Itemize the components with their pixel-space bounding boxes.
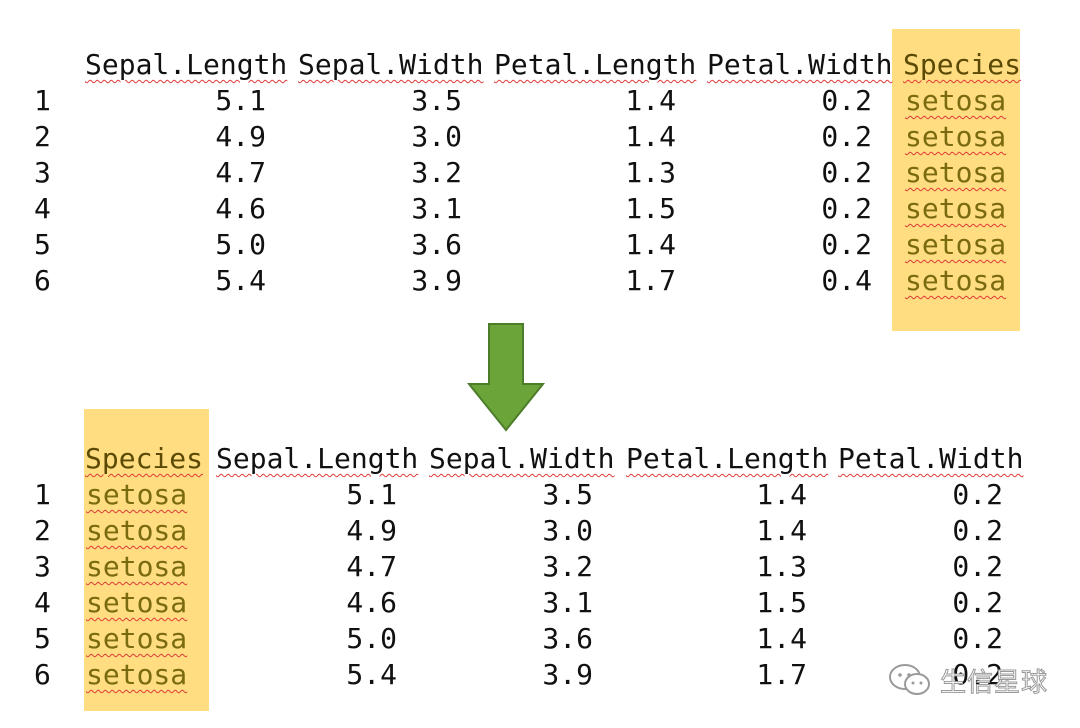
- numeric-cell: 0.2: [821, 120, 872, 153]
- arrow-shape: [467, 323, 545, 432]
- numeric-cell: 0.2: [952, 514, 1003, 547]
- row-index: 2: [34, 514, 51, 547]
- column-header: Sepal.Width: [298, 48, 484, 81]
- species-cell: setosa: [905, 228, 1007, 261]
- numeric-cell: 0.2: [952, 478, 1003, 511]
- numeric-cell: 0.2: [952, 550, 1003, 583]
- numeric-cell: 5.4: [215, 264, 266, 297]
- numeric-cell: 5.1: [346, 478, 397, 511]
- arrow-down-icon: [467, 323, 545, 432]
- species-cell: setosa: [86, 478, 188, 511]
- numeric-cell: 1.7: [756, 658, 807, 691]
- numeric-cell: 0.2: [952, 586, 1003, 619]
- numeric-cell: 3.6: [411, 228, 462, 261]
- numeric-cell: 3.1: [542, 586, 593, 619]
- numeric-cell: 0.2: [821, 84, 872, 117]
- numeric-cell: 4.6: [215, 192, 266, 225]
- numeric-cell: 3.5: [411, 84, 462, 117]
- column-header: Petal.Width: [838, 442, 1024, 475]
- numeric-cell: 4.7: [346, 550, 397, 583]
- species-cell: setosa: [905, 264, 1007, 297]
- row-index: 3: [34, 550, 51, 583]
- numeric-cell: 1.3: [756, 550, 807, 583]
- numeric-cell: 1.3: [625, 156, 676, 189]
- numeric-cell: 1.4: [625, 228, 676, 261]
- numeric-cell: 3.5: [542, 478, 593, 511]
- row-index: 5: [34, 622, 51, 655]
- species-cell: setosa: [905, 120, 1007, 153]
- numeric-cell: 3.9: [411, 264, 462, 297]
- row-index: 6: [34, 658, 51, 691]
- numeric-cell: 0.2: [952, 622, 1003, 655]
- numeric-cell: 1.4: [756, 478, 807, 511]
- numeric-cell: 3.0: [411, 120, 462, 153]
- species-cell: setosa: [86, 550, 188, 583]
- row-index: 1: [34, 478, 51, 511]
- row-index: 2: [34, 120, 51, 153]
- numeric-cell: 0.2: [952, 658, 1003, 691]
- species-column-highlight: [892, 29, 1020, 331]
- numeric-cell: 5.4: [346, 658, 397, 691]
- numeric-cell: 3.9: [542, 658, 593, 691]
- species-cell: setosa: [86, 658, 188, 691]
- numeric-cell: 4.6: [346, 586, 397, 619]
- numeric-cell: 1.5: [625, 192, 676, 225]
- row-index: 5: [34, 228, 51, 261]
- numeric-cell: 4.9: [215, 120, 266, 153]
- row-index: 3: [34, 156, 51, 189]
- numeric-cell: 0.2: [821, 156, 872, 189]
- row-index: 1: [34, 84, 51, 117]
- column-header: Petal.Length: [626, 442, 829, 475]
- species-cell: setosa: [86, 514, 188, 547]
- numeric-cell: 1.7: [625, 264, 676, 297]
- watermark: 生信星球: [888, 660, 1048, 700]
- row-index: 4: [34, 586, 51, 619]
- column-header: Petal.Length: [494, 48, 697, 81]
- species-cell: setosa: [86, 622, 188, 655]
- numeric-cell: 1.4: [756, 622, 807, 655]
- numeric-cell: 5.1: [215, 84, 266, 117]
- column-header: Sepal.Length: [85, 48, 288, 81]
- numeric-cell: 1.4: [625, 120, 676, 153]
- row-index: 4: [34, 192, 51, 225]
- row-index: 6: [34, 264, 51, 297]
- species-cell: setosa: [905, 84, 1007, 117]
- species-column-highlight: [84, 409, 209, 711]
- column-header: Petal.Width: [707, 48, 893, 81]
- column-header: Sepal.Length: [216, 442, 419, 475]
- numeric-cell: 5.0: [346, 622, 397, 655]
- numeric-cell: 3.2: [411, 156, 462, 189]
- numeric-cell: 1.4: [625, 84, 676, 117]
- numeric-cell: 3.6: [542, 622, 593, 655]
- numeric-cell: 3.1: [411, 192, 462, 225]
- numeric-cell: 3.2: [542, 550, 593, 583]
- wechat-icon: [889, 664, 930, 695]
- numeric-cell: 0.2: [821, 228, 872, 261]
- watermark-text: 生信星球: [939, 667, 1049, 698]
- column-header: Sepal.Width: [429, 442, 615, 475]
- numeric-cell: 5.0: [215, 228, 266, 261]
- species-cell: setosa: [905, 156, 1007, 189]
- numeric-cell: 1.5: [756, 586, 807, 619]
- numeric-cell: 1.4: [756, 514, 807, 547]
- column-header: Species: [903, 48, 1022, 81]
- numeric-cell: 0.2: [821, 192, 872, 225]
- numeric-cell: 3.0: [542, 514, 593, 547]
- numeric-cell: 4.7: [215, 156, 266, 189]
- species-cell: setosa: [86, 586, 188, 619]
- numeric-cell: 0.4: [821, 264, 872, 297]
- column-header: Species: [85, 442, 204, 475]
- species-cell: setosa: [905, 192, 1007, 225]
- numeric-cell: 4.9: [346, 514, 397, 547]
